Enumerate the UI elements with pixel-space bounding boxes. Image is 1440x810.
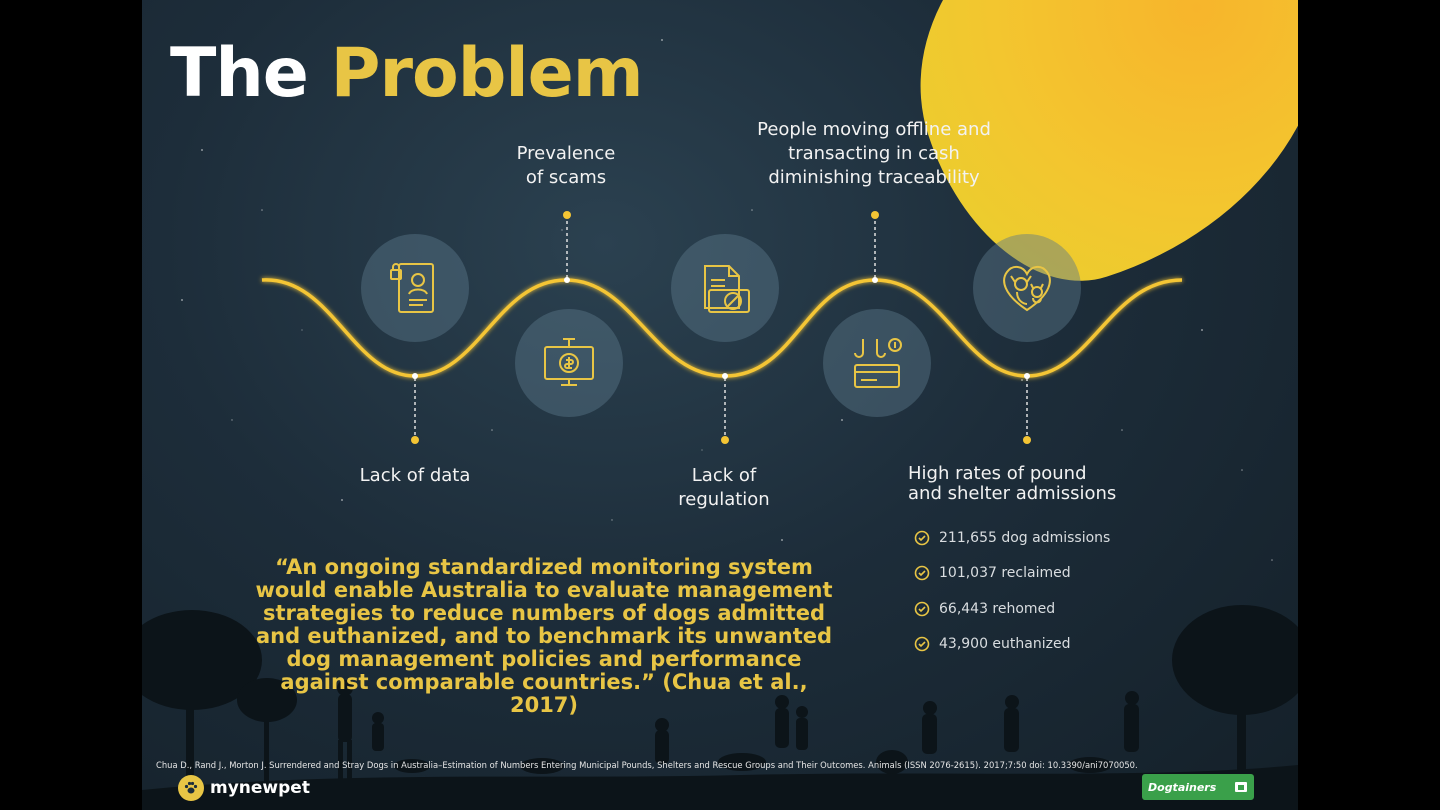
- page-title: The Problem: [170, 40, 644, 108]
- stat-text: 43,900 euthanized: [939, 636, 1071, 653]
- label-lack-of-regulation: Lack of regulation: [678, 465, 770, 510]
- label-people-moving-offline: People moving offline and transacting in…: [757, 119, 991, 188]
- label-lack-of-data: Lack of data: [359, 465, 471, 486]
- title-part-1: The: [170, 34, 309, 113]
- stat-text: 66,443 rehomed: [939, 600, 1056, 617]
- marker-dot: [563, 211, 571, 219]
- stat-item: 101,037 reclaimed: [914, 556, 1110, 592]
- cash-card-hook-icon: [823, 309, 931, 417]
- marker-dot: [871, 211, 879, 219]
- check-circle-icon: [914, 601, 930, 617]
- wave-timeline: [261, 211, 1183, 444]
- paw-icon: [178, 775, 204, 801]
- slide: The Problem: [142, 0, 1298, 810]
- identity-document-icon: [361, 234, 469, 342]
- check-circle-icon: [914, 565, 930, 581]
- blocked-file-icon: [671, 234, 779, 342]
- check-circle-icon: [914, 530, 930, 546]
- dogtainers-logo: Dogtainers: [1142, 774, 1254, 800]
- title-part-2: Problem: [330, 34, 644, 113]
- brand-name: mynewpet: [210, 778, 310, 798]
- scam-monitor-icon: [515, 309, 623, 417]
- stat-text: 211,655 dog admissions: [939, 529, 1111, 546]
- check-circle-icon: [914, 636, 930, 652]
- label-prevalence-of-scams: Prevalence of scams: [516, 143, 616, 188]
- stats-list: 211,655 dog admissions 101,037 reclaimed…: [914, 520, 1110, 662]
- stat-item: 211,655 dog admissions: [914, 520, 1110, 556]
- citation-text: Chua D., Rand J., Morton J. Surrendered …: [156, 760, 1138, 770]
- stat-text: 101,037 reclaimed: [939, 565, 1071, 582]
- pets-heart-icon: [973, 234, 1081, 342]
- mynewpet-logo: mynewpet: [178, 775, 310, 801]
- silhouette-landscape: [142, 605, 1298, 810]
- quote-text: “An ongoing standardized monitoring syst…: [255, 555, 833, 717]
- stat-item: 66,443 rehomed: [914, 591, 1110, 627]
- marker-dot: [1023, 436, 1031, 444]
- marker-dot: [411, 436, 419, 444]
- stat-item: 43,900 euthanized: [914, 627, 1110, 663]
- crate-icon: [1235, 782, 1247, 792]
- partner-name: Dogtainers: [1148, 780, 1217, 794]
- label-high-rates-admissions: High rates of pound and shelter admissio…: [908, 463, 1117, 504]
- marker-dot: [721, 436, 729, 444]
